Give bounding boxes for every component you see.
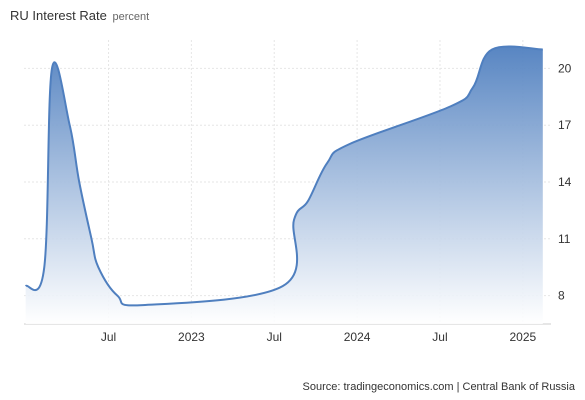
chart-title-text: RU Interest Rate — [10, 8, 107, 23]
source-note: Source: tradingeconomics.com | Central B… — [302, 381, 575, 393]
x-tick-label: Jul — [432, 330, 447, 344]
x-tick-label: 2025 — [509, 330, 536, 344]
series-line-path — [24, 45, 543, 307]
y-axis-ticks: 8 11 14 17 20 — [558, 61, 572, 302]
y-tick-label: 14 — [558, 175, 572, 189]
y-tick-label: 8 — [558, 289, 565, 303]
y-tick-label: 17 — [558, 118, 572, 132]
series-line — [24, 45, 543, 307]
chart-unit: percent — [112, 11, 150, 23]
x-tick-label: Jul — [101, 330, 116, 344]
x-tick-label: 2023 — [178, 330, 205, 344]
series-area — [25, 46, 543, 324]
y-tick-label: 11 — [558, 232, 571, 246]
x-axis-ticks: Jul 2023 Jul 2024 Jul 2025 — [101, 330, 537, 344]
x-tick-label: Jul — [267, 330, 282, 344]
x-tick-label: 2024 — [344, 330, 371, 344]
series-area-fill — [25, 46, 543, 324]
chart-title: RU Interest Rate percent — [10, 8, 149, 23]
y-tick-label: 20 — [558, 61, 572, 75]
